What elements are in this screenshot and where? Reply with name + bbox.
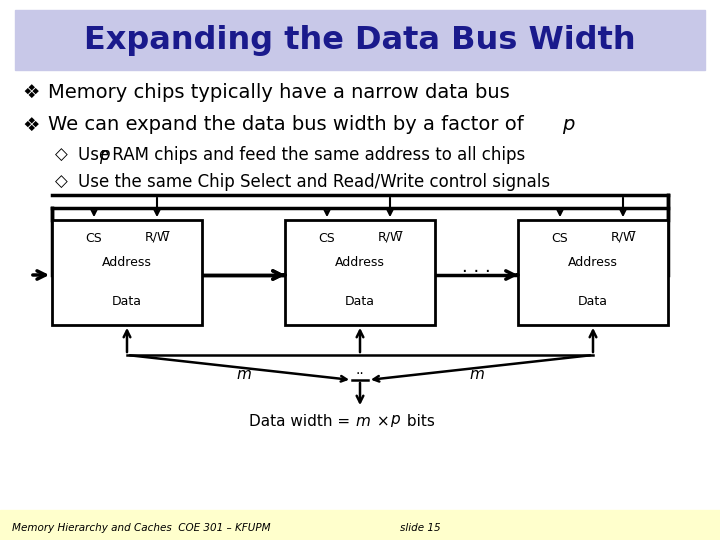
Text: Data: Data: [578, 295, 608, 308]
Text: . . .: . . .: [462, 258, 491, 276]
Text: Address: Address: [335, 255, 385, 268]
Text: CS: CS: [86, 232, 102, 245]
Text: $p$: $p$: [390, 413, 401, 429]
Text: Memory chips typically have a narrow data bus: Memory chips typically have a narrow dat…: [48, 83, 510, 102]
Text: $m$: $m$: [235, 367, 251, 382]
Text: Address: Address: [102, 255, 152, 268]
Text: ❖: ❖: [22, 116, 40, 134]
Text: Use: Use: [78, 146, 114, 164]
Text: Memory Hierarchy and Caches  COE 301 – KFUPM: Memory Hierarchy and Caches COE 301 – KF…: [12, 523, 271, 533]
Text: R/W̅: R/W̅: [377, 232, 402, 245]
Text: CS: CS: [319, 232, 336, 245]
Text: $m$: $m$: [355, 414, 371, 429]
Text: Address: Address: [568, 255, 618, 268]
Bar: [0, 510, 720, 540]
Text: Data: Data: [345, 295, 375, 308]
Text: slide 15: slide 15: [400, 523, 441, 533]
Text: ❖: ❖: [22, 83, 40, 102]
Text: Expanding the Data Bus Width: Expanding the Data Bus Width: [84, 24, 636, 56]
Bar: [52, 220, 202, 325]
Text: Data width =: Data width =: [249, 414, 355, 429]
Text: p: p: [99, 146, 109, 164]
Bar: [285, 220, 435, 325]
Text: RAM chips and feed the same address to all chips: RAM chips and feed the same address to a…: [107, 146, 526, 164]
Text: ..: ..: [356, 363, 364, 377]
Bar: [518, 220, 668, 325]
Text: ◇: ◇: [55, 173, 68, 191]
Text: p: p: [562, 116, 575, 134]
Text: ◇: ◇: [55, 146, 68, 164]
Text: Data: Data: [112, 295, 142, 308]
Text: ×: ×: [372, 414, 395, 429]
Text: CS: CS: [552, 232, 568, 245]
Text: We can expand the data bus width by a factor of: We can expand the data bus width by a fa…: [48, 116, 530, 134]
Text: $m$: $m$: [469, 367, 485, 382]
Text: Use the same Chip Select and Read/Write control signals: Use the same Chip Select and Read/Write …: [78, 173, 550, 191]
Bar: [15, 10, 705, 70]
Text: R/W̅: R/W̅: [144, 232, 170, 245]
Text: R/W̅: R/W̅: [611, 232, 636, 245]
Text: bits: bits: [402, 414, 435, 429]
